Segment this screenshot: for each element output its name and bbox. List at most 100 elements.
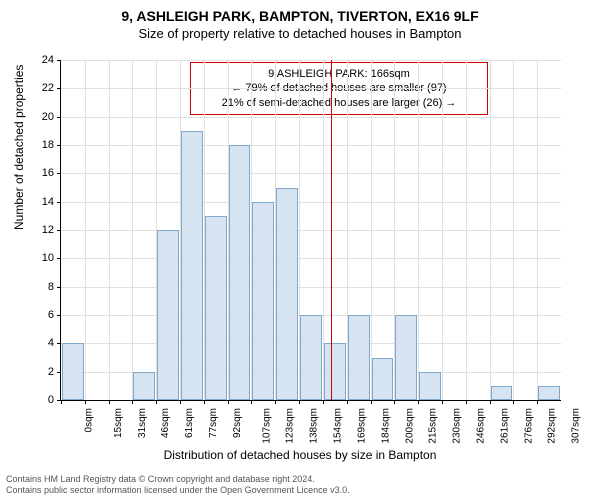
ytick-label: 0 xyxy=(48,394,54,406)
xtick-label: 138sqm xyxy=(309,408,320,444)
ytick-mark xyxy=(57,145,61,146)
y-axis-label: Number of detached properties xyxy=(12,65,26,230)
footer-attribution: Contains HM Land Registry data © Crown c… xyxy=(6,474,350,496)
xtick-mark xyxy=(299,400,300,404)
xtick-mark xyxy=(513,400,514,404)
gridline-v xyxy=(490,60,491,400)
chart-subtitle: Size of property relative to detached ho… xyxy=(0,24,600,41)
histogram-bar xyxy=(348,315,370,400)
xtick-mark xyxy=(466,400,467,404)
xtick-label: 15sqm xyxy=(113,408,124,438)
gridline-v xyxy=(418,60,419,400)
ytick-label: 10 xyxy=(42,252,54,264)
gridline-h xyxy=(61,202,561,203)
xtick-label: 46sqm xyxy=(160,408,171,438)
histogram-bar xyxy=(395,315,417,400)
gridline-v xyxy=(442,60,443,400)
ytick-label: 14 xyxy=(42,196,54,208)
xtick-mark xyxy=(251,400,252,404)
xtick-label: 184sqm xyxy=(380,408,391,444)
gridline-v xyxy=(513,60,514,400)
histogram-bar xyxy=(229,145,251,400)
gridline-v xyxy=(109,60,110,400)
histogram-bar xyxy=(300,315,322,400)
xtick-label: 230sqm xyxy=(452,408,463,444)
xtick-label: 169sqm xyxy=(356,408,367,444)
xtick-mark xyxy=(275,400,276,404)
xtick-mark xyxy=(490,400,491,404)
xtick-label: 61sqm xyxy=(184,408,195,438)
xtick-mark xyxy=(85,400,86,404)
ytick-label: 22 xyxy=(42,82,54,94)
xtick-mark xyxy=(418,400,419,404)
xtick-mark xyxy=(394,400,395,404)
gridline-v xyxy=(85,60,86,400)
reference-line xyxy=(331,60,332,400)
ytick-label: 2 xyxy=(48,366,54,378)
footer-line1: Contains HM Land Registry data © Crown c… xyxy=(6,474,350,485)
xtick-mark xyxy=(323,400,324,404)
xtick-label: 0sqm xyxy=(83,408,94,432)
histogram-bar xyxy=(491,386,513,400)
ytick-label: 16 xyxy=(42,167,54,179)
xtick-label: 307sqm xyxy=(571,408,582,444)
chart-container: 9, ASHLEIGH PARK, BAMPTON, TIVERTON, EX1… xyxy=(0,0,600,500)
xtick-mark xyxy=(347,400,348,404)
chart-area: 0sqm15sqm31sqm46sqm61sqm77sqm92sqm107sqm… xyxy=(60,60,560,400)
ytick-mark xyxy=(57,372,61,373)
xtick-mark xyxy=(204,400,205,404)
histogram-bar xyxy=(62,343,84,400)
gridline-v xyxy=(466,60,467,400)
histogram-bar xyxy=(133,372,155,400)
ytick-label: 8 xyxy=(48,281,54,293)
ytick-label: 12 xyxy=(42,224,54,236)
gridline-h xyxy=(61,173,561,174)
chart-title: 9, ASHLEIGH PARK, BAMPTON, TIVERTON, EX1… xyxy=(0,0,600,24)
xtick-mark xyxy=(442,400,443,404)
xtick-label: 246sqm xyxy=(476,408,487,444)
gridline-h xyxy=(61,230,561,231)
xtick-mark xyxy=(371,400,372,404)
histogram-bar xyxy=(372,358,394,401)
xtick-label: 261sqm xyxy=(499,408,510,444)
xtick-label: 123sqm xyxy=(285,408,296,444)
xtick-label: 200sqm xyxy=(404,408,415,444)
ytick-mark xyxy=(57,173,61,174)
gridline-h xyxy=(61,88,561,89)
histogram-bar xyxy=(538,386,560,400)
histogram-bar xyxy=(276,188,298,401)
ytick-mark xyxy=(57,60,61,61)
ytick-mark xyxy=(57,230,61,231)
histogram-bar xyxy=(419,372,441,400)
histogram-bar xyxy=(157,230,179,400)
xtick-mark xyxy=(132,400,133,404)
gridline-v xyxy=(537,60,538,400)
gridline-h xyxy=(61,287,561,288)
histogram-bar xyxy=(324,343,346,400)
xtick-label: 92sqm xyxy=(232,408,243,438)
xtick-mark xyxy=(156,400,157,404)
histogram-bar xyxy=(181,131,203,400)
ytick-mark xyxy=(57,343,61,344)
xtick-label: 292sqm xyxy=(547,408,558,444)
ytick-mark xyxy=(57,315,61,316)
xtick-mark xyxy=(180,400,181,404)
ytick-mark xyxy=(57,287,61,288)
ytick-label: 24 xyxy=(42,54,54,66)
gridline-h xyxy=(61,145,561,146)
histogram-bar xyxy=(252,202,274,400)
xtick-mark xyxy=(109,400,110,404)
xtick-label: 77sqm xyxy=(208,408,219,438)
xtick-mark xyxy=(228,400,229,404)
xtick-mark xyxy=(537,400,538,404)
ytick-label: 6 xyxy=(48,309,54,321)
x-axis-label: Distribution of detached houses by size … xyxy=(0,448,600,462)
xtick-label: 276sqm xyxy=(523,408,534,444)
ytick-mark xyxy=(57,258,61,259)
ytick-label: 20 xyxy=(42,111,54,123)
gridline-v xyxy=(371,60,372,400)
ytick-mark xyxy=(57,202,61,203)
ytick-mark xyxy=(57,88,61,89)
gridline-h xyxy=(61,117,561,118)
xtick-mark xyxy=(61,400,62,404)
